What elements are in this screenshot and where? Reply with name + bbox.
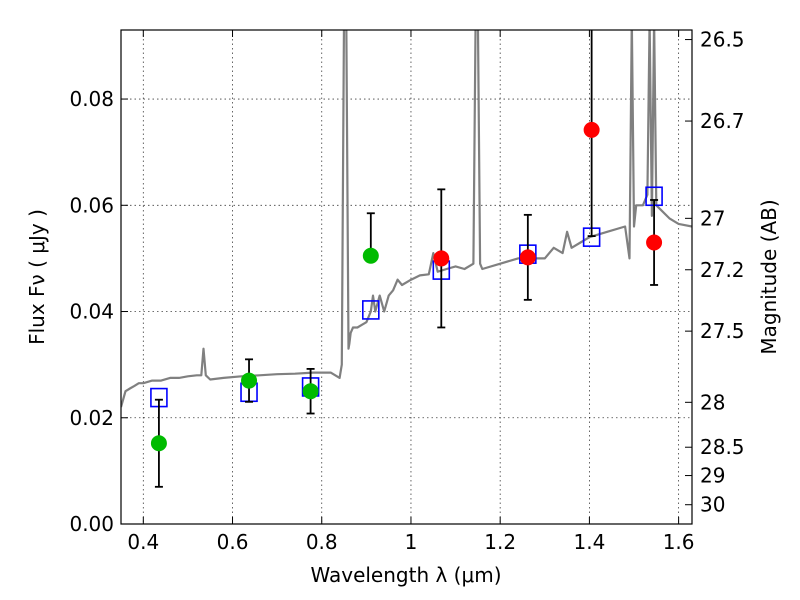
x-tick-label: 1.4 — [573, 530, 605, 554]
y2-tick-label: 27 — [700, 206, 725, 230]
x-tick-label: 0.4 — [127, 530, 159, 554]
y2-tick-label: 27.2 — [700, 258, 745, 282]
plot-area — [121, 30, 692, 488]
red-data-point — [519, 249, 536, 266]
green-data-point — [362, 247, 379, 264]
red-data-point — [646, 234, 663, 251]
y-tick-label: 0.04 — [69, 300, 114, 324]
plot-frame — [120, 29, 693, 525]
x-tick-label: 1.2 — [484, 530, 516, 554]
y-tick-label: 0.02 — [69, 406, 114, 430]
y-axis-label: Flux Fν ( μJy ) — [25, 209, 49, 345]
y-tick-label: 0.00 — [69, 512, 114, 536]
x-tick-label: 1 — [405, 530, 418, 554]
model-square-marker — [362, 300, 380, 320]
red-data-point — [583, 121, 600, 138]
y2-tick-label: 28 — [700, 390, 725, 414]
y2-tick-label: 28.5 — [700, 435, 745, 459]
green-data-point — [241, 372, 258, 389]
x-axis-label: Wavelength λ (μm) — [310, 563, 501, 587]
grid — [121, 30, 692, 525]
y2-tick-label: 30 — [700, 493, 725, 517]
x-tick-label: 0.6 — [217, 530, 249, 554]
x-tick-label: 0.8 — [306, 530, 338, 554]
red-data-point — [433, 250, 450, 267]
sed-spectrum-line — [121, 30, 692, 408]
y2-tick-label: 27.5 — [700, 319, 745, 343]
y2-tick-label: 26.7 — [700, 109, 745, 133]
y-tick-label: 0.08 — [69, 87, 114, 111]
x-tick-label: 1.6 — [663, 530, 695, 554]
green-data-point — [302, 383, 319, 400]
y2-tick-label: 29 — [700, 464, 725, 488]
y2-axis-label: Magnitude (AB) — [757, 199, 781, 354]
y2-tick-label: 26.5 — [700, 28, 745, 52]
green-data-point — [150, 435, 167, 452]
y-tick-label: 0.06 — [69, 193, 114, 217]
axes: 0.4 0.6 0.8 1 1.2 1.4 1.6 0.00 0.02 0.04 0.06 0.08 2… — [69, 28, 744, 554]
